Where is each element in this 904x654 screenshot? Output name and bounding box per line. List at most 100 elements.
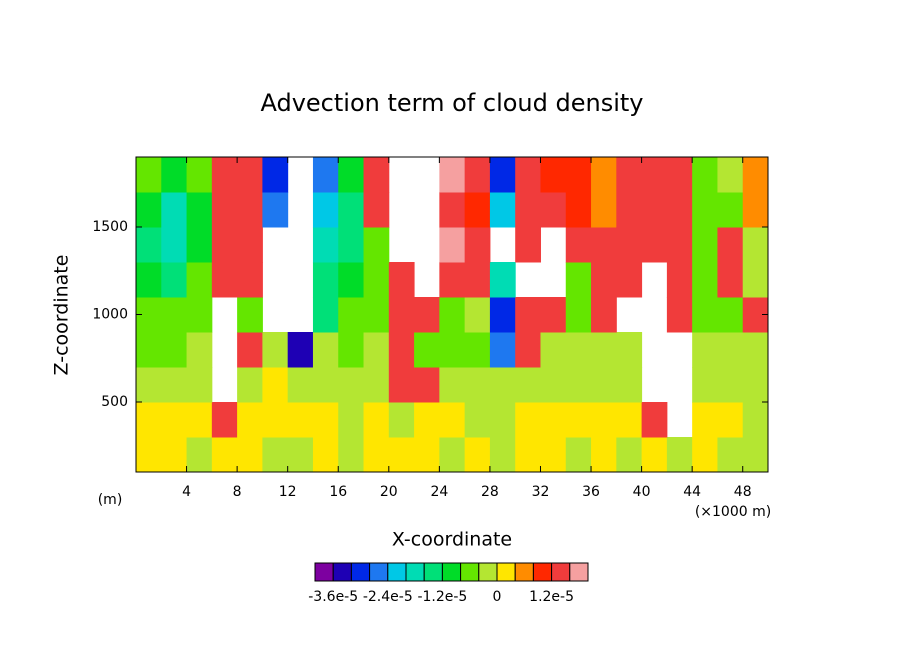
- contour-cell: [287, 437, 314, 473]
- contour-cell: [211, 262, 238, 298]
- contour-cell: [338, 192, 365, 228]
- x-tick-label: 48: [734, 484, 752, 500]
- contour-cell: [591, 402, 617, 438]
- colorbar-box: [369, 562, 389, 582]
- contour-cell: [161, 192, 188, 228]
- contour-cell: [136, 262, 162, 298]
- contour-cell: [742, 332, 769, 368]
- contour-cell: [489, 262, 516, 298]
- contour-cell: [161, 367, 188, 403]
- contour-cell: [211, 437, 238, 473]
- contour-cell: [312, 402, 339, 438]
- contour-cell: [666, 192, 693, 228]
- contour-cell: [565, 437, 592, 473]
- contour-cell: [565, 332, 592, 368]
- x-tick-label: 28: [481, 484, 499, 500]
- contour-cell: [439, 402, 466, 438]
- contour-cell: [591, 297, 617, 333]
- y-axis-title: Z-coordinate: [51, 255, 73, 376]
- contour-cell: [666, 437, 693, 473]
- contour-cell: [464, 262, 491, 298]
- contour-cell: [515, 402, 541, 438]
- contour-cell: [363, 402, 390, 438]
- contour-cell: [161, 157, 188, 193]
- contour-cell: [338, 402, 365, 438]
- contour-cell: [439, 227, 466, 263]
- contour-cell: [692, 157, 718, 193]
- y-tick-label: 1000: [92, 307, 128, 323]
- contour-cell: [464, 297, 491, 333]
- contour-cell: [464, 437, 491, 473]
- contour-cell: [540, 402, 567, 438]
- contour-cell: [666, 262, 693, 298]
- contour-cell: [186, 437, 213, 473]
- contour-cell: [136, 367, 162, 403]
- colorbar-box: [496, 562, 516, 582]
- contour-cell: [136, 157, 162, 193]
- contour-cell: [742, 262, 769, 298]
- contour-cell: [363, 332, 390, 368]
- contour-cell: [363, 227, 390, 263]
- contour-cell: [312, 262, 339, 298]
- x-tick-label: 24: [430, 484, 448, 500]
- contour-cell: [591, 192, 617, 228]
- colorbar-box: [350, 562, 371, 582]
- contour-cell: [489, 157, 516, 193]
- colorbar-box: [423, 562, 443, 582]
- contour-cell: [591, 262, 617, 298]
- colorbar-box: [551, 562, 571, 582]
- contour-cell: [717, 297, 744, 333]
- contour-cell: [565, 297, 592, 333]
- contour-cell: [666, 157, 693, 193]
- contour-cell: [641, 437, 668, 473]
- contour-cell: [237, 332, 263, 368]
- x-tick-label: 40: [633, 484, 651, 500]
- contour-cell: [692, 227, 718, 263]
- contour-cell: [666, 227, 693, 263]
- colorbar-label: -2.4e-5: [363, 589, 413, 605]
- contour-cell: [161, 297, 188, 333]
- contour-cell: [439, 157, 466, 193]
- contour-cell: [616, 227, 643, 263]
- contour-cell: [388, 297, 415, 333]
- contour-cell: [540, 437, 567, 473]
- contour-cell: [464, 192, 491, 228]
- contour-cell: [540, 367, 567, 403]
- contour-cell: [591, 227, 617, 263]
- contour-cell: [262, 157, 289, 193]
- contour-cell: [186, 332, 213, 368]
- contour-cell: [616, 437, 643, 473]
- contour-cell: [717, 157, 744, 193]
- contour-cell: [692, 367, 718, 403]
- colorbar-box: [441, 562, 462, 582]
- contour-cell: [211, 157, 238, 193]
- contour-cell: [464, 227, 491, 263]
- contour-cell: [161, 437, 188, 473]
- contour-cell: [565, 192, 592, 228]
- contour-cell: [237, 157, 263, 193]
- contour-cell: [565, 367, 592, 403]
- x-tick-label: 4: [182, 484, 191, 500]
- contour-cell: [464, 367, 491, 403]
- contour-cell: [742, 367, 769, 403]
- contour-cell: [616, 402, 643, 438]
- colorbar-box: [514, 562, 534, 582]
- contour-cell: [464, 332, 491, 368]
- contour-cell: [742, 227, 769, 263]
- y-tick-label: 1500: [92, 219, 128, 235]
- x-tick-label: 12: [279, 484, 297, 500]
- contour-cell: [388, 262, 415, 298]
- contour-cell: [211, 192, 238, 228]
- contour-cell: [136, 402, 162, 438]
- contour-cell: [414, 402, 440, 438]
- contour-cell: [489, 437, 516, 473]
- colorbar-box: [387, 562, 407, 582]
- contour-cell: [287, 402, 314, 438]
- contour-cell: [489, 332, 516, 368]
- contour-cell: [388, 367, 415, 403]
- contour-cell: [439, 332, 466, 368]
- contour-cell: [338, 332, 365, 368]
- contour-cell: [363, 297, 390, 333]
- colorbar-label: 1.2e-5: [529, 589, 574, 605]
- contour-cell: [237, 367, 263, 403]
